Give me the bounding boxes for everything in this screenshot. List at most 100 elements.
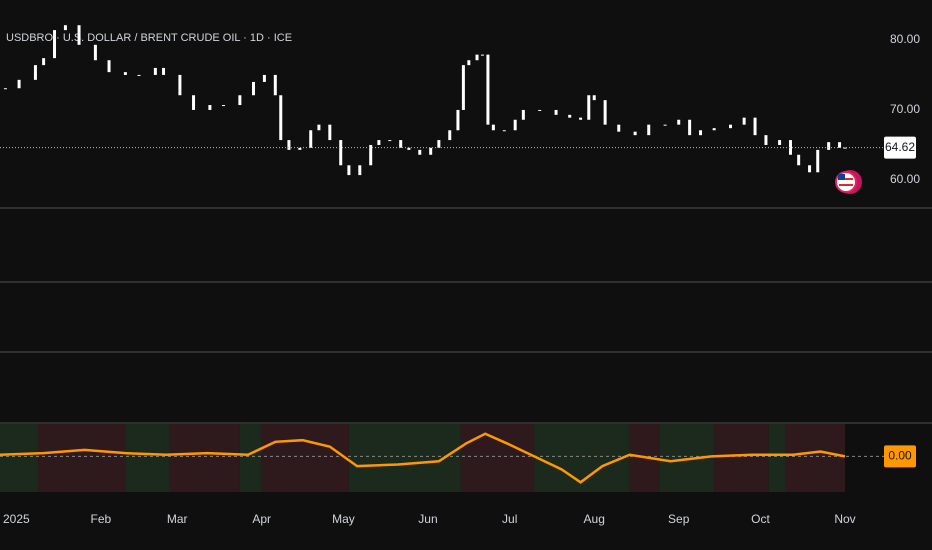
- candle: [437, 140, 441, 148]
- candle: [480, 54, 484, 56]
- candle: [3, 88, 7, 90]
- candle: [328, 124, 332, 141]
- candle: [827, 142, 831, 150]
- y-tick-label: 60.00: [890, 172, 920, 186]
- regime-band: [714, 424, 769, 492]
- candle: [429, 147, 433, 155]
- candle: [816, 149, 820, 173]
- candle: [358, 165, 362, 176]
- candle: [17, 79, 21, 89]
- candle: [162, 67, 166, 75]
- regime-band: [261, 424, 349, 492]
- candle: [399, 140, 403, 148]
- candle: [388, 140, 392, 142]
- candle: [647, 124, 651, 136]
- candle: [753, 117, 757, 136]
- regime-band: [460, 424, 535, 492]
- candle: [617, 124, 621, 132]
- y-tick-label: 0.00: [888, 449, 912, 463]
- candle: [369, 144, 373, 166]
- regime-band: [785, 424, 845, 492]
- candle: [222, 105, 226, 107]
- candle: [788, 140, 792, 155]
- candle: [843, 147, 847, 149]
- candle: [377, 140, 381, 145]
- candle: [448, 130, 452, 141]
- x-tick-label: Apr: [252, 512, 271, 526]
- regime-band: [0, 424, 39, 492]
- regime-band: [169, 424, 240, 492]
- candle: [137, 74, 141, 76]
- candle: [53, 30, 57, 59]
- candle: [153, 67, 157, 75]
- regime-band: [125, 424, 169, 492]
- x-tick-label: 2025: [3, 512, 30, 526]
- candle: [252, 81, 255, 96]
- candle: [273, 74, 277, 96]
- x-tick-label: May: [332, 512, 355, 526]
- candle: [309, 130, 313, 148]
- candle: [778, 140, 782, 145]
- chart-title: USDBRO · U.S. DOLLAR / BRENT CRUDE OIL ·…: [6, 32, 292, 44]
- flag-icon: [835, 170, 862, 194]
- candle: [486, 54, 490, 125]
- x-tick-label: Oct: [751, 512, 770, 526]
- candle: [513, 119, 517, 131]
- candle: [192, 95, 196, 110]
- candle: [491, 124, 495, 131]
- candle: [42, 58, 46, 66]
- candle: [729, 124, 733, 129]
- candle: [461, 65, 465, 110]
- candle: [538, 109, 542, 111]
- candle: [347, 165, 351, 176]
- candle: [317, 124, 321, 131]
- candle: [521, 109, 525, 120]
- candle: [688, 119, 692, 136]
- candle: [603, 100, 607, 125]
- candle: [554, 109, 558, 115]
- candle: [339, 140, 343, 166]
- candle: [699, 130, 703, 136]
- candle: [587, 95, 591, 120]
- candle: [287, 140, 291, 150]
- x-tick-label: Jun: [418, 512, 437, 526]
- candle: [407, 147, 411, 150]
- candle: [456, 109, 460, 131]
- candle: [262, 74, 266, 82]
- value-box: [884, 445, 916, 468]
- candle: [764, 135, 768, 145]
- last-price-box: [884, 136, 916, 159]
- candle: [93, 44, 97, 61]
- candle: [418, 149, 422, 155]
- candle: [238, 95, 242, 106]
- candle: [178, 74, 182, 96]
- candle: [808, 165, 812, 173]
- oscillator-line: [0, 432, 846, 484]
- candle: [633, 131, 637, 136]
- x-tick-label: Nov: [834, 512, 855, 526]
- candle: [298, 147, 302, 150]
- x-tick-label: Sep: [668, 512, 690, 526]
- candle: [33, 65, 37, 80]
- candle: [208, 105, 212, 110]
- candle: [77, 25, 81, 45]
- candle: [467, 60, 471, 66]
- candle: [502, 130, 506, 132]
- candle: [663, 124, 667, 126]
- y-tick-label: 80.00: [890, 32, 920, 46]
- regime-band: [38, 424, 126, 492]
- y-tick-label: 70.00: [890, 102, 920, 116]
- candle: [475, 54, 479, 61]
- candle: [742, 117, 746, 125]
- last-price-label: 64.62: [885, 140, 915, 154]
- candle: [797, 154, 801, 166]
- candle: [568, 114, 572, 118]
- regime-band: [768, 424, 786, 492]
- candle: [123, 72, 127, 75]
- candle: [592, 95, 596, 101]
- candle: [63, 25, 67, 31]
- x-tick-label: Aug: [584, 512, 605, 526]
- candle: [279, 95, 283, 141]
- candle: [579, 117, 583, 120]
